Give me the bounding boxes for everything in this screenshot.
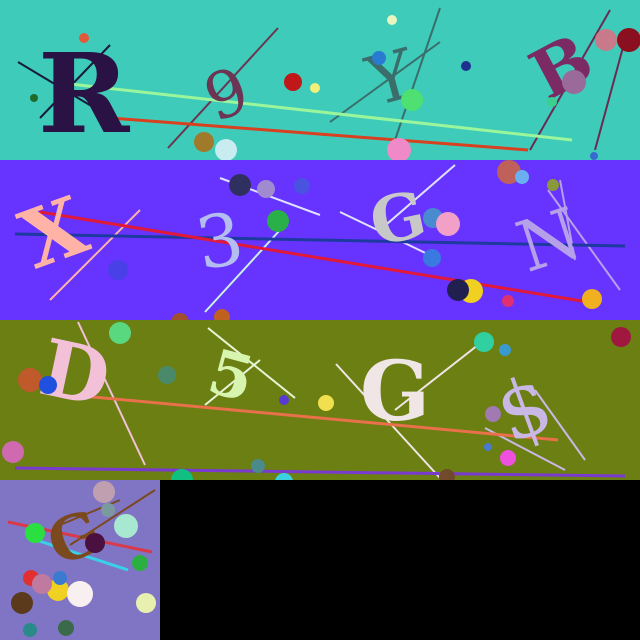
captcha-panel-2: X 3 G N [0, 160, 640, 320]
captcha-panel-4: G [0, 480, 160, 640]
captcha-image-3: D 5 G $ [0, 320, 640, 480]
captcha-image-4: G [0, 480, 160, 640]
captcha-char: G [360, 344, 430, 440]
captcha-panel-3: D 5 G $ [0, 320, 640, 480]
captcha-char: R [38, 29, 131, 158]
captcha-panel-1: R 9 Y B [0, 0, 640, 160]
captcha-image-2: X 3 G N [0, 160, 640, 320]
captcha-image-1: R 9 Y B [0, 0, 640, 160]
